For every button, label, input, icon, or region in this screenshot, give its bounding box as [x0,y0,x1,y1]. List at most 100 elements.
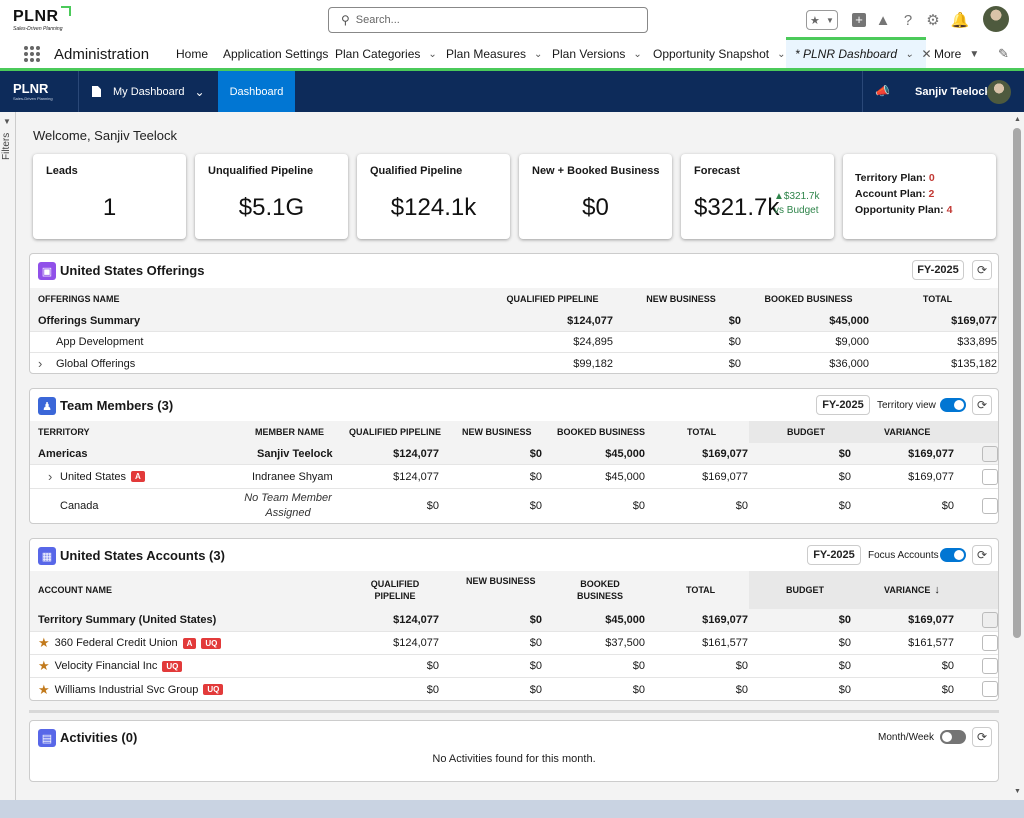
team-icon: ♟ [38,397,56,415]
month-week-toggle[interactable] [940,730,966,744]
caret-down-icon: ▼ [3,117,11,126]
chevron-down-icon[interactable]: ⌄ [905,48,914,60]
refresh-button[interactable]: ⟳ [972,395,992,415]
refresh-button[interactable]: ⟳ [972,260,992,280]
table-row[interactable]: ★ Williams Industrial Svc Group UQ $0 $0 $… [30,678,998,701]
refresh-icon: ⟳ [976,548,988,562]
kpi-forecast: Forecast $321.7k ▲$321.7k vs Budget [681,154,834,239]
arrow-down-icon: ↓ [934,584,940,596]
refresh-button[interactable]: ⟳ [972,727,992,747]
offerings-card: ▣ United States Offerings FY-2025 ⟳ OFFE… [29,253,999,374]
nav-item-plan-categories[interactable]: Plan Categories ⌄ [335,47,437,61]
plnr-appbar-logo[interactable]: PLNR Sales-Driven Planning [13,81,53,101]
chevron-right-icon[interactable]: › [38,356,43,371]
scrollbar-thumb[interactable] [1013,128,1021,638]
scroll-down-icon[interactable]: ▼ [1014,788,1021,795]
tab-dashboard[interactable]: Dashboard [218,71,295,112]
table-row[interactable]: ★ Velocity Financial Inc UQ $0 $0 $0 $0 $0… [30,655,998,678]
favorites-button[interactable]: ★ ▼ [806,10,838,30]
table-row: App Development $24,895 $0 $9,000 $33,89… [30,332,998,353]
nav-item-opportunity-snapshot[interactable]: Opportunity Snapshot ⌄ [653,47,786,61]
row-checkbox[interactable] [982,658,998,674]
unqualified-badge: UQ [162,660,183,672]
row-checkbox[interactable] [982,498,998,514]
search-icon: ⚲ [341,13,350,27]
chevron-down-icon[interactable]: ⌄ [777,48,786,60]
table-row[interactable]: › Global Offerings $99,182 $0 $36,000 $1… [30,353,998,374]
table-header: OFFERINGS NAME QUALIFIED PIPELINE NEW BU… [30,288,998,310]
table-row: Canada No Team Member Assigned $0 $0 $0 … [30,489,998,523]
my-dashboard-menu[interactable]: My Dashboard ⌄ [78,71,218,112]
nav-item-plan-versions[interactable]: Plan Versions ⌄ [552,47,642,61]
fy-select[interactable]: FY-2025 [816,395,870,415]
user-avatar[interactable] [983,6,1009,32]
territory-badge: A [131,471,145,482]
filters-rail[interactable]: ▼ Filters [0,112,16,800]
kpi-qualified-pipeline: Qualified Pipeline $124.1k [357,154,510,239]
page-scrollbar[interactable]: ▲ ▼ [1011,112,1024,800]
chevron-down-icon[interactable]: ⌄ [534,48,543,60]
fy-select[interactable]: FY-2025 [807,545,861,565]
help-icon[interactable]: ? [903,11,913,29]
unqualified-badge: UQ [201,637,222,649]
star-icon[interactable]: ★ [38,681,50,697]
app-name: Administration [54,45,150,63]
account-plan-count[interactable]: Account Plan: 2 [855,188,935,200]
territory-view-toggle[interactable] [940,398,966,412]
nav-item-plnr-dashboard[interactable]: * PLNR Dashboard ⌄ ✕ [786,37,932,68]
nav-item-home[interactable]: Home [176,47,209,61]
star-icon[interactable]: ★ [38,658,50,673]
notifications-bell-icon[interactable]: 🔔 [950,12,970,29]
unqualified-badge: UQ [203,684,224,695]
opportunity-plan-count[interactable]: Opportunity Plan: 4 [855,204,953,216]
app-launcher-icon[interactable] [24,46,40,62]
row-checkbox[interactable] [982,681,998,697]
empty-state-text: No Activities found for this month. [432,753,596,765]
fy-select[interactable]: FY-2025 [912,260,964,280]
accounts-icon: ▦ [38,547,56,565]
kpi-new-booked-business: New + Booked Business $0 [519,154,672,239]
row-checkbox[interactable] [982,612,998,628]
table-header: TERRITORY MEMBER NAME QUALIFIED PIPELINE… [30,421,998,443]
welcome-text: Welcome, Sanjiv Teelock [33,128,178,143]
nav-item-plan-measures[interactable]: Plan Measures ⌄ [446,47,543,61]
star-icon[interactable]: ★ [38,635,50,650]
row-checkbox[interactable] [982,635,998,651]
row-checkbox[interactable] [982,469,998,485]
scroll-up-icon[interactable]: ▲ [1014,116,1021,123]
table-row[interactable]: › United States A Indranee Shyam $124,077… [30,465,998,489]
focus-accounts-toggle[interactable] [940,548,966,562]
table-row-summary: Americas Sanjiv Teelock $124,077 $0 $45,… [30,443,998,465]
accounts-card: ▦ United States Accounts (3) FY-2025 Foc… [29,538,999,701]
global-actions-icon[interactable]: + [849,10,869,30]
chevron-down-icon[interactable]: ⌄ [428,48,437,60]
refresh-icon: ⟳ [976,263,988,277]
calendar-icon: ▤ [38,729,56,747]
row-checkbox[interactable] [982,446,998,462]
refresh-icon: ⟳ [976,730,988,744]
document-icon [92,86,101,97]
nav-item-more[interactable]: More ▼ [934,47,980,61]
chevron-down-icon[interactable]: ⌄ [633,48,642,60]
appbar-user-avatar[interactable] [987,80,1011,104]
logo-mark [61,6,71,16]
nav-item-application-settings[interactable]: Application Settings [223,47,329,61]
caret-down-icon: ▼ [969,48,980,60]
announcement-icon[interactable]: 📣 [875,84,890,98]
chevron-right-icon[interactable]: › [48,469,53,484]
kpi-leads: Leads 1 [33,154,186,239]
table-row[interactable]: ★ 360 Federal Credit Union A UQ $124,077 $0… [30,632,998,655]
refresh-button[interactable]: ⟳ [972,545,992,565]
global-search-input[interactable]: ⚲ Search... [328,7,648,33]
trailhead-icon[interactable]: ▲ [875,11,891,29]
account-badge: A [182,637,197,649]
star-icon: ★ [810,14,820,27]
variance-sort-header[interactable]: VARIANCE ↓ [884,584,940,596]
territory-plan-count[interactable]: Territory Plan: 0 [855,172,935,184]
close-tab-icon[interactable]: ✕ [921,47,932,61]
activities-card: ▤ Activities (0) Month/Week ⟳ No Activit… [29,720,999,782]
edit-nav-pencil-icon[interactable]: ✎ [998,46,1009,61]
plnr-logo[interactable]: PLNR Sales-Driven Planning [13,6,71,32]
team-members-card: ♟ Team Members (3) FY-2025 Territory vie… [29,388,999,524]
gear-icon[interactable]: ⚙ [926,12,940,29]
